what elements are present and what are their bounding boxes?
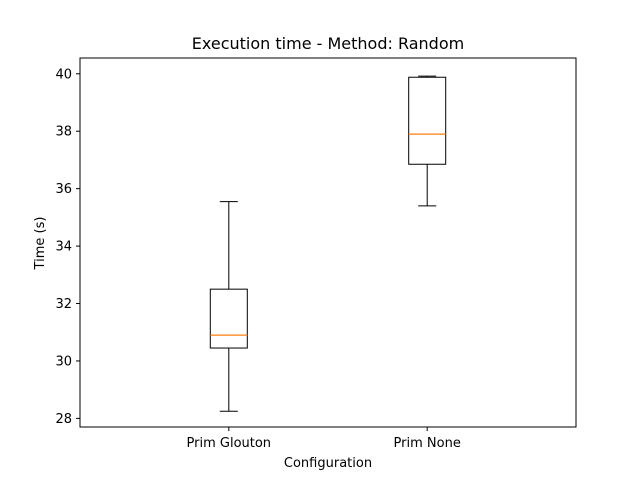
- plot-area: 28 30 32 34 36 38 40 Prim Glouton Prim None: [55, 57, 577, 451]
- box-iqr: [209, 288, 248, 349]
- y-tick-label: 30: [55, 354, 72, 369]
- x-axis-label: Configuration: [284, 456, 372, 471]
- x-tick-label: Prim Glouton: [187, 436, 272, 451]
- y-tick-label: 28: [55, 412, 72, 427]
- x-tick-label: Prim None: [394, 436, 461, 451]
- chart-title: Execution time - Method: Random: [192, 34, 464, 53]
- y-tick-label: 38: [55, 125, 72, 140]
- axes-frame: [79, 57, 577, 428]
- y-tick-label: 32: [55, 297, 72, 312]
- y-tick-label: 36: [55, 182, 72, 197]
- y-axis-label: Time (s): [33, 217, 48, 271]
- y-tick-label: 34: [55, 240, 72, 255]
- box-iqr: [408, 76, 447, 165]
- y-tick-label: 40: [55, 67, 72, 82]
